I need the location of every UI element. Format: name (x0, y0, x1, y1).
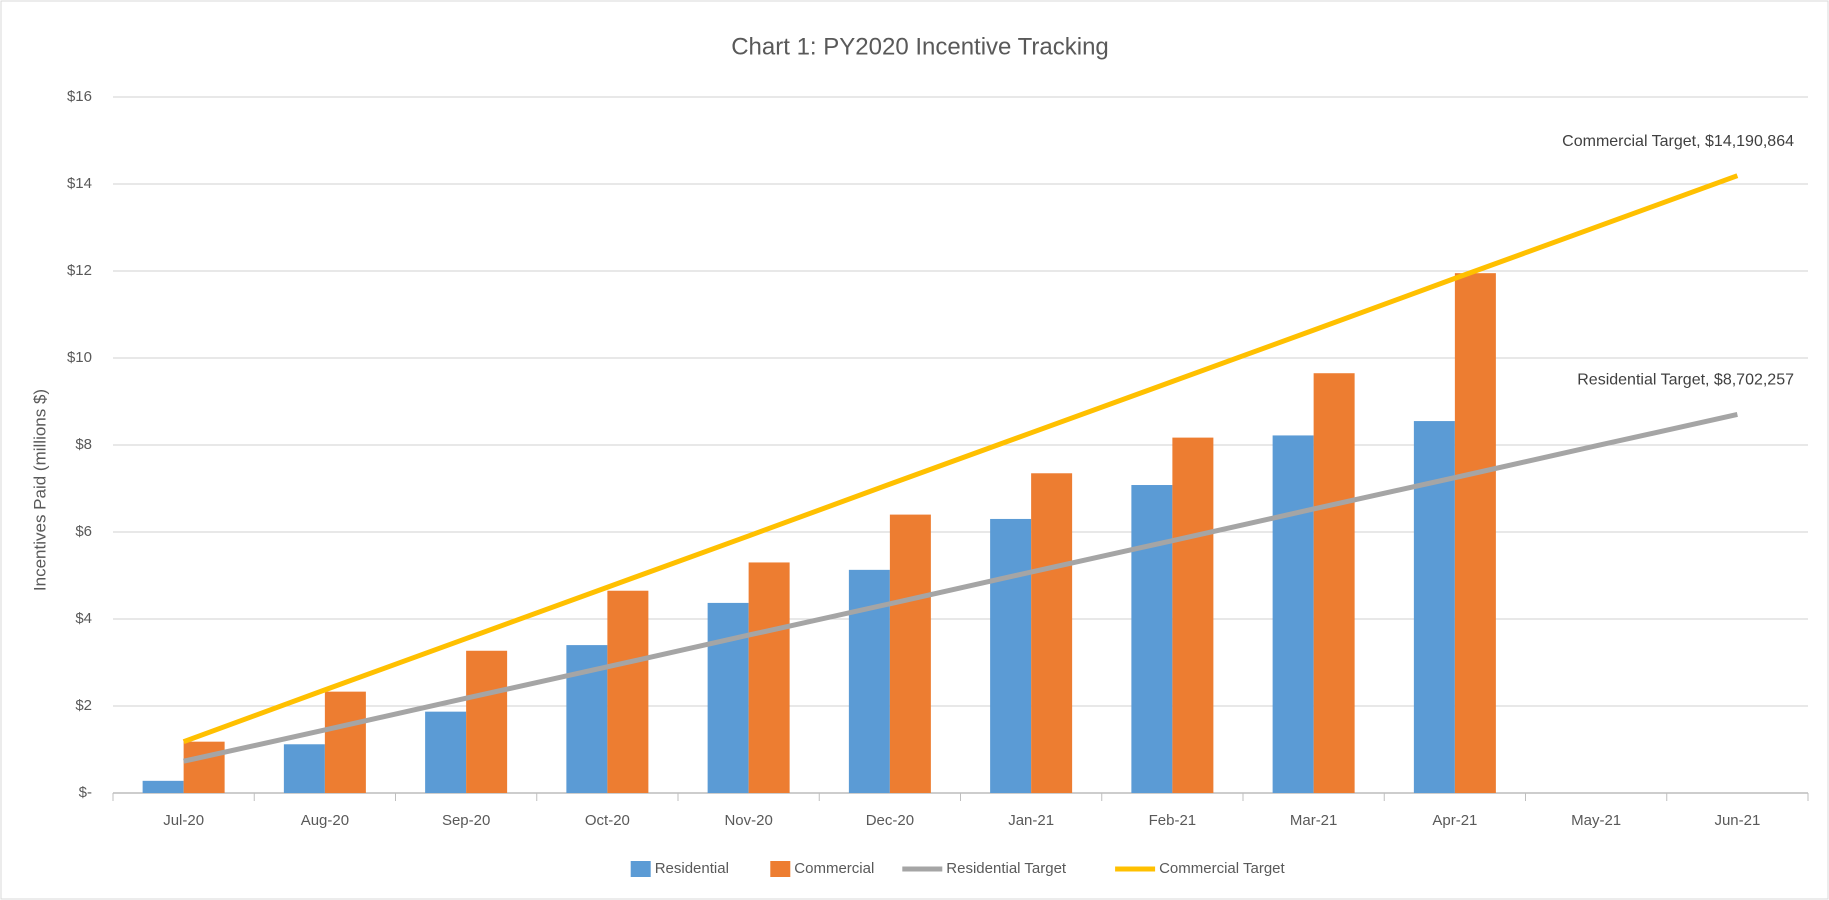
y-tick-label: $14 (67, 175, 92, 192)
chart-title: Chart 1: PY2020 Incentive Tracking (731, 33, 1109, 60)
bar (1272, 435, 1314, 793)
bar (889, 514, 931, 793)
legend-label: Residential (655, 860, 729, 877)
y-tick-label: $4 (75, 610, 92, 627)
bar (1313, 373, 1355, 793)
legend-label: Commercial Target (1159, 860, 1285, 877)
line-end-label: Commercial Target, $14,190,864 (1562, 133, 1794, 150)
bar (324, 691, 366, 793)
y-tick-label: $10 (67, 349, 92, 366)
y-tick-label: $- (79, 784, 92, 801)
legend-swatch (770, 861, 791, 877)
x-tick-label: Jan-21 (1008, 812, 1054, 829)
y-tick-label: $6 (75, 523, 92, 540)
bar (1131, 485, 1173, 793)
x-tick-label: Mar-21 (1290, 812, 1338, 829)
y-tick-label: $2 (75, 697, 92, 714)
x-tick-label: Oct-20 (585, 812, 630, 829)
bar (1172, 437, 1214, 793)
x-tick-label: Feb-21 (1149, 812, 1197, 829)
y-axis-label: Incentives Paid (millions $) (30, 389, 49, 591)
legend-label: Residential Target (946, 860, 1067, 877)
bar (283, 744, 325, 793)
x-tick-label: May-21 (1571, 812, 1621, 829)
y-tick-label: $16 (67, 88, 92, 105)
x-tick-label: Apr-21 (1432, 812, 1477, 829)
x-tick-label: Nov-20 (724, 812, 772, 829)
line-series (183, 412, 1738, 764)
bar (425, 711, 467, 793)
x-tick-label: Dec-20 (866, 812, 914, 829)
bar (707, 602, 749, 793)
x-tick-label: Jul-20 (163, 812, 204, 829)
line-series (182, 173, 1739, 745)
bar (1454, 273, 1496, 793)
x-tick-label: Jun-21 (1714, 812, 1760, 829)
legend-label: Commercial (794, 860, 874, 877)
bar (607, 590, 649, 793)
line-end-label: Residential Target, $8,702,257 (1577, 372, 1794, 389)
bar (1031, 473, 1073, 793)
y-tick-label: $12 (67, 262, 92, 279)
bar (990, 518, 1032, 793)
bar (183, 741, 225, 793)
bar (142, 780, 184, 793)
x-tick-label: Sep-20 (442, 812, 490, 829)
bar (748, 562, 790, 793)
x-tick-label: Aug-20 (301, 812, 349, 829)
legend-swatch (630, 861, 651, 877)
y-tick-label: $8 (75, 436, 92, 453)
bar (466, 650, 508, 793)
